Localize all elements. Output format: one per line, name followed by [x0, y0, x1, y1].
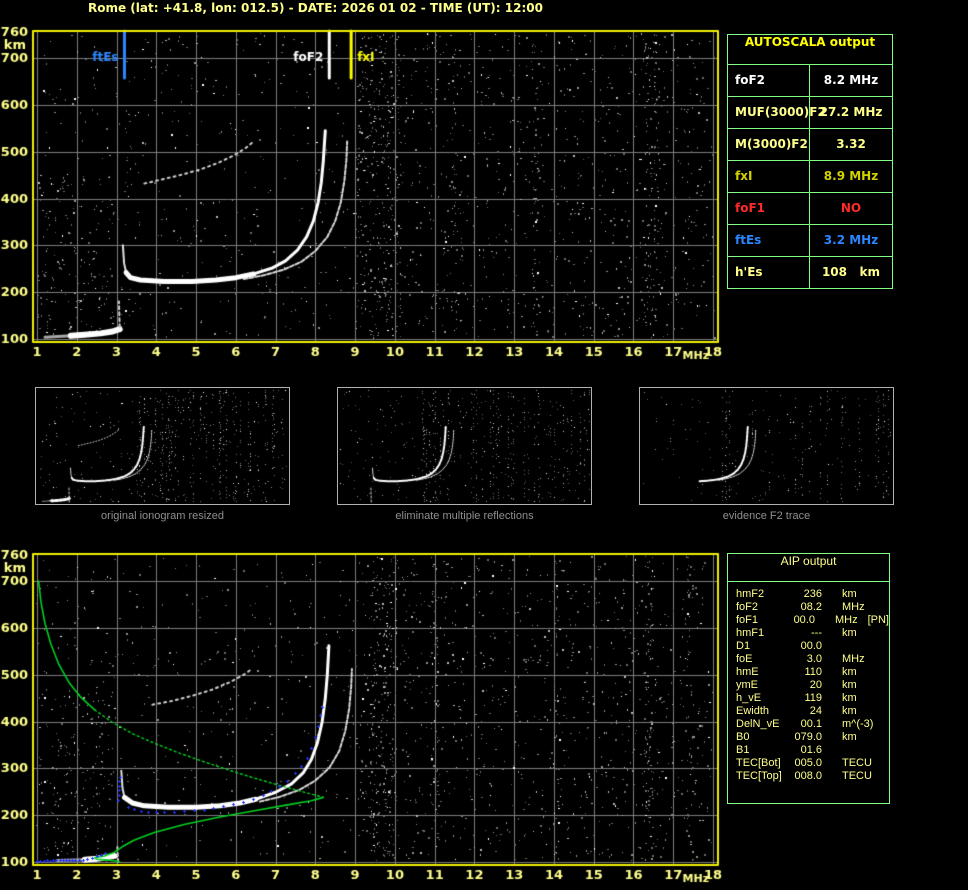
- autoscala-row: foF2 8.2 MHz: [728, 65, 892, 97]
- aip-table-rows: hmF2 236 km foF2 08.2 MHz foF1 00.0 MHz [PN] hmF1-…: [728, 582, 889, 783]
- top-ionogram-plot: [0, 22, 735, 372]
- autoscala-param-value: 8.9 MHz: [823, 169, 879, 183]
- aip-param-unit: km: [842, 588, 857, 600]
- bottom-ionogram-plot: [0, 540, 735, 890]
- aip-param-name: TEC[Bot]: [736, 757, 781, 769]
- aip-param-name: foF2: [736, 601, 759, 613]
- aip-param-value: 08.2: [800, 601, 822, 613]
- aip-row: h_vE 119 km: [736, 692, 889, 705]
- aip-param-value: 079.0: [794, 731, 822, 743]
- aip-param-unit: km: [842, 731, 857, 743]
- aip-param-name: hmF1: [736, 627, 765, 639]
- thumbnail-eliminate-canvas: [338, 388, 591, 504]
- aip-param-unit: km: [842, 692, 857, 704]
- aip-param-name: hmE: [736, 666, 759, 678]
- aip-param-value: 005.0: [794, 757, 822, 769]
- autoscala-param-label: fxI: [728, 161, 810, 192]
- aip-row: foE 3.0 MHz: [736, 653, 889, 666]
- thumbnail-caption-original: original ionogram resized: [101, 510, 224, 522]
- autoscala-param-value: 3.2 MHz: [823, 233, 879, 247]
- aip-param-name: DelN_vE: [736, 718, 780, 730]
- aip-param-value: 3.0: [806, 653, 822, 665]
- thumbnail-caption-eliminate: eliminate multiple reflections: [395, 510, 534, 522]
- aip-param-unit: MHz: [842, 653, 865, 665]
- autoscala-param-value: NO: [840, 201, 862, 215]
- autoscala-row: M(3000)F2 3.32: [728, 129, 892, 161]
- aip-row: foF1 00.0 MHz [PN]: [736, 614, 889, 627]
- autoscala-row: MUF(3000)F2 27.2 MHz: [728, 97, 892, 129]
- aip-param-unit: km: [842, 666, 857, 678]
- aip-row: DelN_vE 00.1 m^(-3): [736, 718, 889, 731]
- aip-param-value: 236: [803, 588, 822, 600]
- aip-param-value: 119: [804, 692, 822, 704]
- thumbnail-eliminate-reflections: [337, 387, 592, 505]
- autoscala-row: fxI 8.9 MHz: [728, 161, 892, 193]
- autoscala-param-value: 27.2 MHz: [819, 105, 883, 119]
- aip-param-value: ---: [811, 627, 822, 639]
- autoscala-table-title: AUTOSCALA output: [728, 35, 892, 65]
- autoscala-output-table: AUTOSCALA output foF2 8.2 MHz MUF(3000)F2 2…: [727, 34, 893, 289]
- aip-param-extra: [PN]: [867, 614, 889, 626]
- autoscala-param-value: 108 km: [821, 265, 881, 279]
- aip-param-name: Ewidth: [736, 705, 770, 717]
- aip-param-value: 20: [809, 679, 822, 691]
- autoscala-param-value: 3.32: [836, 137, 866, 151]
- aip-row: hmF2 236 km: [736, 588, 889, 601]
- aip-param-value: 24: [809, 705, 822, 717]
- aip-param-name: foE: [736, 653, 753, 665]
- aip-param-unit: MHz: [842, 601, 865, 613]
- aip-output-table: AIP output hmF2 236 km foF2 08.2 MHz foF1 00.0 M…: [727, 553, 890, 804]
- aip-row: TEC[Bot] 005.0 TECU: [736, 757, 889, 770]
- aip-param-name: foF1: [736, 614, 759, 626]
- aip-row: hmE 110 km: [736, 666, 889, 679]
- aip-param-unit: km: [842, 705, 857, 717]
- aip-param-value: 00.0: [793, 614, 815, 626]
- autoscala-row: h'Es 108 km: [728, 257, 892, 288]
- aip-param-name: ymE: [736, 679, 758, 691]
- autoscala-param-value: 8.2 MHz: [823, 73, 879, 87]
- aip-row: ymE 20 km: [736, 679, 889, 692]
- autoscala-row: ftEs 3.2 MHz: [728, 225, 892, 257]
- autoscala-param-label: MUF(3000)F2: [728, 97, 826, 128]
- autoscala-param-label: h'Es: [728, 257, 810, 288]
- aip-param-value: 110: [804, 666, 822, 678]
- thumbnail-evidence-f2: [639, 387, 894, 505]
- aip-param-name: B1: [736, 744, 750, 756]
- aip-param-name: D1: [736, 640, 751, 652]
- autoscala-row: foF1 NO: [728, 193, 892, 225]
- aip-row: B0 079.0 km: [736, 731, 889, 744]
- aip-row: foF2 08.2 MHz: [736, 601, 889, 614]
- aip-param-value: 008.0: [794, 770, 822, 782]
- thumbnail-caption-evidence: evidence F2 trace: [722, 510, 811, 522]
- aip-row: Ewidth 24 km: [736, 705, 889, 718]
- thumbnail-original-canvas: [36, 388, 289, 504]
- aip-param-name: TEC[Top]: [736, 770, 782, 782]
- page-title: Rome (lat: +41.8, lon: 012.5) - DATE: 20…: [88, 1, 543, 15]
- aip-row: D1 00.0: [736, 640, 889, 653]
- aip-param-unit: km: [842, 679, 857, 691]
- autoscala-param-label: foF1: [728, 193, 810, 224]
- aip-param-value: 00.1: [800, 718, 822, 730]
- thumbnail-evidence-canvas: [640, 388, 893, 504]
- autoscala-param-label: foF2: [728, 65, 810, 96]
- aip-row: hmF1 --- km: [736, 627, 889, 640]
- aip-param-unit: m^(-3): [842, 718, 874, 730]
- autoscala-param-label: ftEs: [728, 225, 810, 256]
- aip-param-value: 01.6: [800, 744, 822, 756]
- aip-row: B1 01.6: [736, 744, 889, 757]
- aip-row: TEC[Top] 008.0 TECU: [736, 770, 889, 783]
- autoscala-table-rows: foF2 8.2 MHz MUF(3000)F2 27.2 MHz M(3000)F2 3…: [728, 65, 892, 288]
- autoscala-param-label: M(3000)F2: [728, 129, 810, 160]
- aip-param-name: B0: [736, 731, 750, 743]
- aip-param-unit: TECU: [842, 757, 872, 769]
- aip-param-unit: MHz: [834, 614, 858, 626]
- aip-param-value: 00.0: [800, 640, 822, 652]
- thumbnail-original-ionogram: [35, 387, 290, 505]
- aip-table-title: AIP output: [728, 554, 889, 582]
- aip-param-name: h_vE: [736, 692, 762, 704]
- aip-param-name: hmF2: [736, 588, 765, 600]
- aip-param-unit: km: [842, 627, 857, 639]
- aip-param-unit: TECU: [842, 770, 872, 782]
